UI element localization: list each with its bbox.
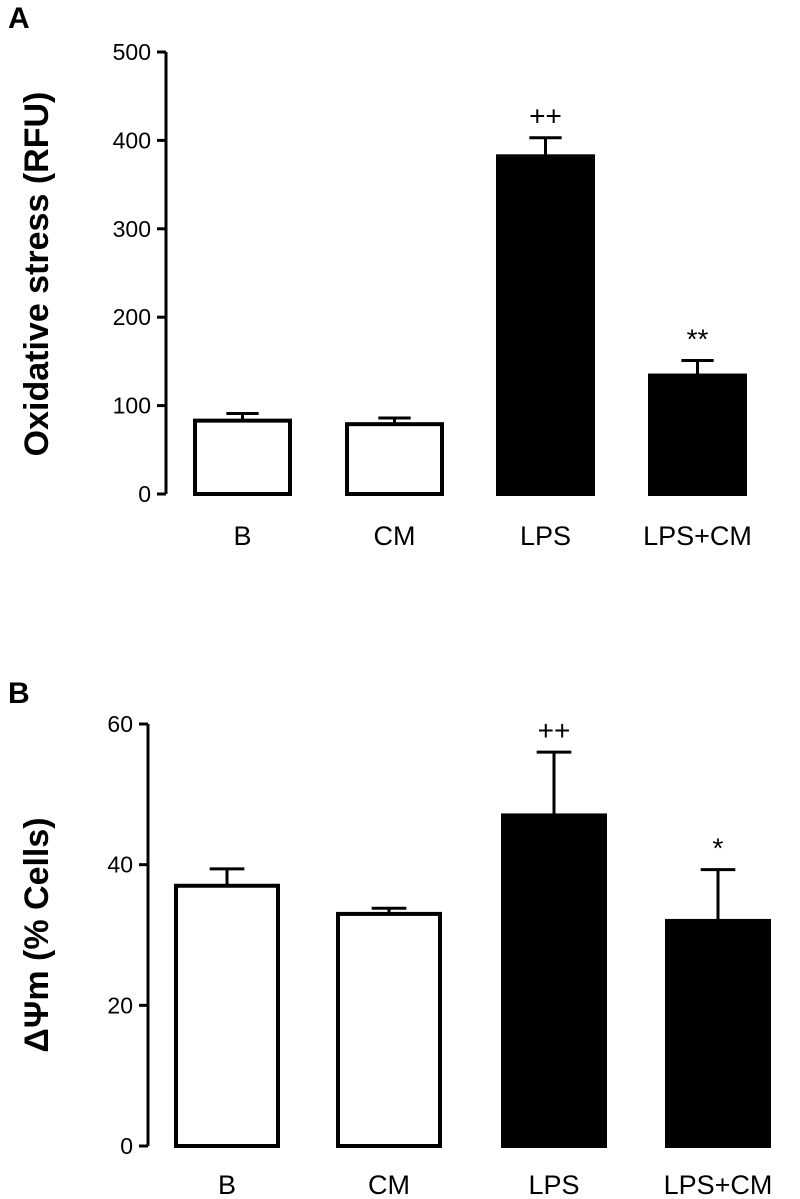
category-label-b: LPS	[528, 1170, 579, 1199]
y-axis-label-b: ΔΨm (% Cells)	[18, 817, 56, 1052]
y-tick-label-a: 400	[113, 127, 151, 153]
y-axis-label-a: Oxidative stress (RFU)	[18, 92, 56, 457]
category-label-a: LPS	[520, 521, 571, 551]
bar-b-lps-cm	[665, 918, 771, 1149]
category-label-b: B	[218, 1170, 236, 1199]
category-label-b: CM	[368, 1170, 410, 1199]
panel-a: A Oxidative stress (RFU) 0 100 200 300 400 50…	[8, 2, 752, 551]
y-tick-label-a: 0	[138, 481, 151, 507]
significance-label-a: ++	[529, 101, 562, 132]
panel-letter-a: A	[8, 2, 30, 35]
panel-letter-b: B	[8, 677, 30, 710]
y-tick-label-a: 100	[113, 393, 151, 419]
bar-b-cm	[336, 911, 442, 1149]
bar-a-lps	[496, 154, 595, 496]
y-tick-label-b: 20	[107, 992, 133, 1018]
category-label-a: B	[233, 521, 251, 551]
bar-a-b	[193, 418, 292, 496]
bar-a-cm	[345, 422, 444, 496]
significance-label-b: ++	[538, 715, 571, 746]
category-label-b: LPS+CM	[664, 1170, 773, 1199]
y-tick-label-b: 40	[107, 852, 133, 878]
panel-b: B ΔΨm (% Cells) 0 20 40 60 B CM LPS ++ LPS+CM *	[8, 677, 772, 1199]
category-label-a: CM	[374, 521, 416, 551]
y-tick-label-a: 300	[113, 216, 151, 242]
bar-a-lps-cm	[648, 373, 747, 497]
y-tick-label-b: 0	[120, 1133, 133, 1159]
category-label-a: LPS+CM	[643, 521, 752, 551]
y-tick-label-a: 500	[113, 39, 151, 65]
significance-label-b: *	[713, 833, 724, 864]
y-tick-label-a: 200	[113, 304, 151, 330]
bar-b-b	[174, 883, 280, 1148]
significance-label-a: **	[687, 324, 709, 355]
y-tick-label-b: 60	[107, 711, 133, 737]
bar-b-lps	[501, 813, 607, 1149]
